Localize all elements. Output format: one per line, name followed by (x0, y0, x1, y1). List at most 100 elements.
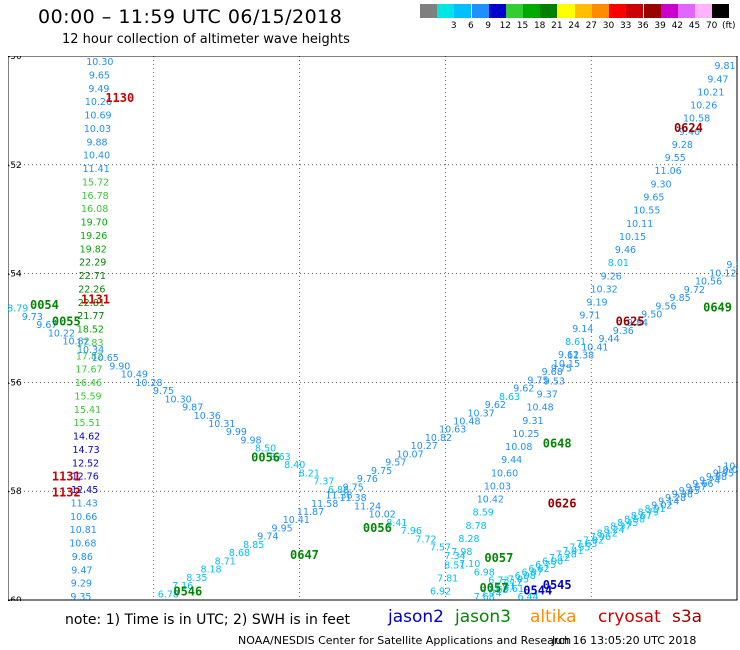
wave-height-value: 8.50 (255, 444, 276, 455)
wave-height-value: 10.66 (70, 512, 97, 523)
wave-height-value: 6.78 (158, 589, 179, 600)
wave-height-value: 7.55 (569, 543, 590, 554)
wave-height-value: 7.10 (459, 559, 480, 570)
scale-label: 33 (619, 21, 632, 31)
wave-height-value: 10.65 (92, 353, 119, 364)
wave-height-value: 8.79 (8, 304, 28, 315)
wave-height-value: 10.48 (453, 416, 480, 427)
legend-jason3: jason3 (455, 607, 511, 627)
wave-height-value: 16.78 (82, 191, 109, 202)
wave-height-value: 15.41 (74, 405, 101, 416)
wave-height-value: 10.15 (619, 232, 646, 243)
wave-height-value: 9.73 (22, 312, 43, 323)
pass-time-label: 0626 (548, 497, 577, 511)
wave-height-value: 9.47 (71, 565, 92, 576)
wave-height-value: 9.88 (86, 137, 107, 148)
pass-time-label: 1130 (105, 91, 134, 105)
wave-height-value: 17.83 (76, 338, 103, 349)
pass-time-label: 0057 (480, 581, 509, 595)
wave-height-value: 11.38 (339, 493, 366, 504)
wave-height-value: 9.36 (672, 490, 693, 501)
wave-height-value: 10.82 (425, 433, 452, 444)
wave-height-value: 7.98 (451, 547, 472, 558)
wave-height-value: 22.29 (79, 258, 106, 269)
scale-swatch (557, 4, 575, 18)
scale-swatch (643, 4, 661, 18)
wave-height-value: 11.87 (297, 507, 324, 518)
page-subtitle: 12 hour collection of altimeter wave hei… (62, 32, 350, 47)
scale-swatch (626, 4, 644, 18)
wave-height-value: 9.88 (706, 472, 727, 483)
wave-height-value: 10.40 (83, 151, 110, 162)
wave-height-value: 19.82 (80, 244, 107, 255)
wave-height-value: 9.87 (182, 403, 203, 414)
scale-swatch (506, 4, 523, 18)
scale-swatch (523, 4, 541, 18)
wave-height-value: 7.17 (501, 578, 522, 589)
wave-height-value: 14.73 (73, 445, 100, 456)
wave-height-value: 9.02 (651, 500, 672, 511)
scale-swatch (695, 4, 713, 18)
wave-height-value: 14.62 (73, 432, 100, 443)
wave-height-value: 9.96 (726, 260, 738, 271)
wave-height-value: 10.69 (84, 111, 111, 122)
legend-jason2: jason2 (388, 607, 444, 627)
wave-height-value: 10.21 (697, 87, 724, 98)
wave-height-value: 10.60 (491, 468, 518, 479)
wave-height-value: 7.05 (508, 574, 529, 585)
scale-swatch (454, 4, 472, 18)
wave-height-value: 8.35 (186, 573, 207, 584)
pass-time-label: 0647 (290, 548, 319, 562)
pass-time-label: 0056 (251, 450, 280, 464)
wave-height-value: 10.42 (477, 495, 504, 506)
wave-height-value: 10.25 (512, 429, 539, 440)
wave-height-value: 9.74 (699, 476, 720, 487)
scale-swatch (420, 4, 437, 18)
pass-time-label: 1132 (52, 486, 81, 500)
wave-height-value: 9.67 (36, 320, 57, 331)
wave-height-value: 10.56 (695, 277, 722, 288)
pass-time-label: 1131 (52, 469, 81, 483)
wave-height-value: 9.36 (613, 326, 634, 337)
wave-height-value: 7.96 (401, 526, 422, 537)
scale-swatch (712, 4, 730, 18)
wave-height-value: 8.63 (270, 452, 291, 463)
wave-height-value: 10.30 (86, 57, 113, 68)
wave-height-value: 10.32 (591, 284, 618, 295)
time-labels: 1129113011311131113200540055005600560057… (30, 56, 732, 599)
wave-height-value: 9.99 (226, 427, 247, 438)
wave-height-value: 10.03 (484, 481, 511, 492)
wave-height-value: 11.38 (325, 491, 352, 502)
wave-height-value: 9.55 (665, 153, 686, 164)
wave-height-value: 10.41 (581, 342, 608, 353)
wave-height-value: 9.62 (485, 400, 506, 411)
wave-height-value: 15.59 (74, 391, 101, 402)
scale-swatch (574, 4, 592, 18)
wave-height-value: 9.75 (371, 466, 392, 477)
wave-height-value: 10.28 (135, 378, 162, 389)
y-tick-label: -54 (8, 270, 22, 280)
wave-height-value: 9.44 (598, 334, 619, 345)
footer-credit: NOAA/NESDIS Center for Satellite Applica… (238, 634, 572, 647)
wave-height-value: 10.03 (84, 124, 111, 135)
wave-height-value: 10.68 (69, 539, 96, 550)
wave-height-value: 8.45 (617, 518, 638, 529)
wave-height-value: 9.31 (522, 416, 543, 427)
wave-height-value: 9.81 (714, 61, 735, 72)
wave-height-value: 7.81 (437, 573, 458, 584)
wave-height-value: 10.31 (208, 419, 235, 430)
wave-height-value: 8.12 (597, 528, 618, 539)
scale-label: 42 (671, 21, 684, 31)
wave-height-value: 6.44 (517, 592, 538, 601)
wave-height-value: 9.75 (153, 386, 174, 397)
scale-swatch (609, 4, 627, 18)
y-tick-label: -56 (8, 378, 22, 388)
wave-height-value: 10.58 (683, 114, 710, 125)
wave-height-value: 7.72 (415, 534, 436, 545)
wave-height-value: 9.45 (679, 486, 700, 497)
scale-label: 45 (688, 21, 701, 31)
wave-height-value: 6.90 (542, 557, 563, 568)
wave-height-value: 7.63 (576, 539, 597, 550)
legend-altika: altika (530, 607, 577, 627)
